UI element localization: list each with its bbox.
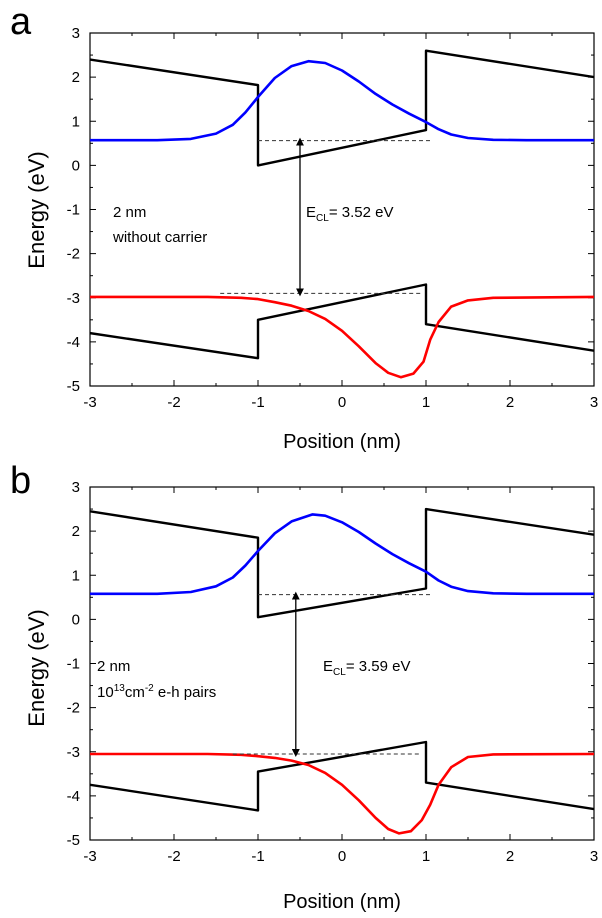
y-tick-label: 1 xyxy=(72,113,80,130)
series-conduction-band xyxy=(90,507,594,619)
density-rest: e-h pairs xyxy=(154,684,217,701)
ecl-value: = 3.52 eV xyxy=(329,204,394,221)
annotation-line: without carrier xyxy=(112,229,207,246)
panel-label: a xyxy=(10,1,32,43)
y-tick-label: -4 xyxy=(67,334,80,351)
series-valence-band xyxy=(90,283,594,360)
series-electron-wavefunction xyxy=(90,513,594,596)
y-tick-label: -5 xyxy=(67,832,80,849)
y-axis-label: Energy (eV) xyxy=(24,609,49,726)
x-tick-label: 3 xyxy=(590,394,598,411)
ecl-subscript: CL xyxy=(333,667,346,678)
x-tick-label: 3 xyxy=(590,848,598,865)
x-tick-label: 0 xyxy=(338,394,346,411)
x-tick-label: 2 xyxy=(506,394,514,411)
ecl-main: E xyxy=(323,658,333,675)
series-electron-wavefunction xyxy=(90,59,594,142)
density-unit: cm xyxy=(125,684,145,701)
y-tick-label: 0 xyxy=(72,611,80,628)
plot-area: -3 -2 -1 0 1 2 3 3 2 1 0 -1 -2 -3 -4 -5 xyxy=(67,25,599,411)
y-tick-label: 3 xyxy=(72,479,80,496)
density-unit-exponent: -2 xyxy=(145,683,154,694)
y-tick-label: -2 xyxy=(67,246,80,263)
annotation-density: 1013cm-2 e-h pairs xyxy=(97,683,216,701)
y-tick-label: -1 xyxy=(67,656,80,673)
x-axis-label: Position (nm) xyxy=(283,891,401,913)
y-tick-label: -2 xyxy=(67,700,80,717)
panel-label: b xyxy=(10,460,31,502)
x-tick-label: 1 xyxy=(422,848,430,865)
ecl-subscript: CL xyxy=(316,213,329,224)
x-tick-label: -2 xyxy=(167,848,180,865)
ecl-value: = 3.59 eV xyxy=(346,658,411,675)
density-exponent: 13 xyxy=(114,683,126,694)
annotation-line: 2 nm xyxy=(113,204,146,221)
axes-frame xyxy=(89,486,595,841)
y-tick-label: -5 xyxy=(67,378,80,395)
x-axis-label: Position (nm) xyxy=(283,431,401,453)
y-axis-label: Energy (eV) xyxy=(24,151,49,268)
data-layer xyxy=(90,49,594,379)
series-hole-wavefunction xyxy=(90,295,594,379)
y-tick-label: 0 xyxy=(72,157,80,174)
x-tick-label: 1 xyxy=(422,394,430,411)
series-conduction-band xyxy=(90,49,594,167)
data-layer xyxy=(90,507,594,835)
y-tick-label: 2 xyxy=(72,69,80,86)
series-valence-band xyxy=(90,740,594,812)
y-tick-label: -1 xyxy=(67,202,80,219)
y-tick-label: 2 xyxy=(72,523,80,540)
y-tick-label: -3 xyxy=(67,744,80,761)
x-tick-label: -2 xyxy=(167,394,180,411)
x-tick-label: -3 xyxy=(83,848,96,865)
annotation-line: 2 nm xyxy=(97,658,130,675)
x-tick-label: -1 xyxy=(251,394,264,411)
series-hole-wavefunction xyxy=(90,752,594,835)
panel-a: a -3 -2 -1 0 1 2 3 3 2 1 0 -1 -2 -3 -4 -5 Energy (eV) P… xyxy=(10,1,598,453)
y-tick-label: 3 xyxy=(72,25,80,42)
y-tick-label: 1 xyxy=(72,567,80,584)
density-base: 10 xyxy=(97,684,114,701)
x-tick-label: -1 xyxy=(251,848,264,865)
ecl-label: ECL= 3.59 eV xyxy=(323,658,410,678)
ecl-main: E xyxy=(306,204,316,221)
x-tick-label: -3 xyxy=(83,394,96,411)
x-tick-label: 2 xyxy=(506,848,514,865)
y-tick-label: -3 xyxy=(67,290,80,307)
x-tick-label: 0 xyxy=(338,848,346,865)
ecl-label: ECL= 3.52 eV xyxy=(306,204,393,224)
y-tick-label: -4 xyxy=(67,788,80,805)
